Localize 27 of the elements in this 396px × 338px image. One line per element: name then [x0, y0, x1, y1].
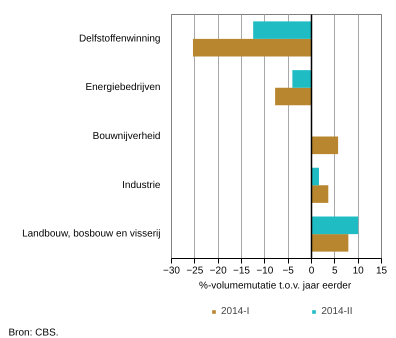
y-tick-label: Delfstoffenwinning: [78, 33, 161, 44]
y-tick-label: Industrie: [122, 180, 161, 191]
bar: [192, 38, 312, 56]
x-tick-label: −20: [210, 266, 228, 276]
bar: [292, 70, 312, 88]
bar: [312, 185, 328, 203]
bar: [275, 88, 312, 106]
bar: [312, 136, 338, 154]
legend-label: 2014-I: [221, 305, 250, 317]
x-axis-title: %-volumemutatie t.o.v. jaar eerder: [199, 280, 352, 292]
x-tick-label: 10: [352, 266, 364, 276]
x-tick-label: 0: [308, 266, 315, 276]
x-tick-label: 5: [332, 266, 338, 276]
x-tick-label: −5: [282, 266, 294, 276]
y-tick-label: Energiebedrijven: [85, 82, 161, 94]
x-tick-label: −15: [233, 266, 250, 276]
bar: [312, 234, 348, 252]
y-tick-label: Landbouw, bosbouw en visserij: [22, 228, 161, 240]
y-tick-label: Bouwnijverheid: [92, 131, 161, 142]
x-tick-label: −10: [256, 266, 274, 276]
legend-label: 2014-II: [321, 305, 352, 317]
x-tick-label: 15: [376, 266, 388, 276]
bar: [253, 21, 312, 39]
x-tick-label: −30: [163, 266, 180, 276]
x-tick-label: −25: [186, 266, 204, 276]
text: Bron: CBS.: [8, 328, 59, 338]
bar: [312, 216, 358, 234]
